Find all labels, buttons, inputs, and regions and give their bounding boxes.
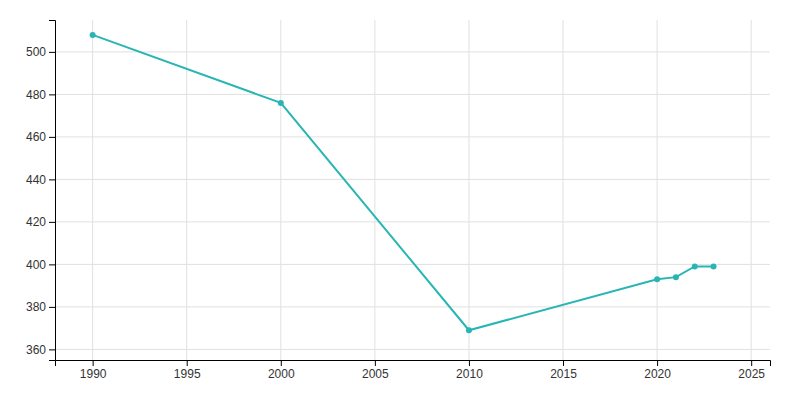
- chart-svg: 1990 1995 2000 2005 2010 2015 2020 2025 360 380 40…: [0, 0, 800, 400]
- line: [93, 35, 714, 330]
- grid-line-y: [55, 136, 770, 137]
- x-tick-mark: [469, 360, 470, 366]
- chart-container: 1990 1995 2000 2005 2010 2015 2020 2025 360 380 40…: [0, 0, 800, 400]
- grid-line-x: [280, 20, 281, 360]
- y-tick: 500: [26, 45, 55, 59]
- grid-line-x: [186, 20, 187, 360]
- x-tick-mark: [187, 360, 188, 366]
- marker: [466, 327, 472, 333]
- x-tick: 2010: [456, 360, 483, 381]
- grid-line-y: [55, 264, 770, 265]
- x-tick-label: 2020: [644, 367, 671, 381]
- x-tick-label: 2005: [362, 367, 389, 381]
- x-tick-mark: [93, 360, 94, 366]
- grid-line-y: [55, 306, 770, 307]
- grid-line-y: [55, 179, 770, 180]
- x-axis: 1990 1995 2000 2005 2010 2015 2020 2025: [56, 360, 771, 381]
- marker: [692, 264, 698, 270]
- y-axis: 360 380 400 420 440 460 480 500: [26, 21, 56, 361]
- x-tick-mark: [281, 360, 282, 366]
- y-tick-mark: [49, 264, 55, 265]
- x-tick: 2000: [268, 360, 295, 381]
- x-tick-mark: [375, 360, 376, 366]
- grid-line-y: [55, 221, 770, 222]
- y-axis-line: [49, 21, 56, 361]
- grid-line-x: [751, 20, 752, 360]
- y-tick-label: 360: [26, 343, 46, 357]
- x-tick: 2005: [362, 360, 389, 381]
- grid-line-y: [55, 349, 770, 350]
- grid: [55, 20, 770, 360]
- y-tick-label: 500: [26, 45, 46, 59]
- y-tick-label: 400: [26, 258, 46, 272]
- y-tick: 460: [26, 130, 55, 144]
- y-tick-mark: [49, 349, 55, 350]
- y-tick: 400: [26, 258, 55, 272]
- series: [90, 32, 717, 333]
- grid-line-x: [92, 20, 93, 360]
- x-tick-label: 2010: [456, 367, 483, 381]
- grid-line-y: [55, 51, 770, 52]
- x-tick: 2015: [550, 360, 577, 381]
- y-tick-label: 380: [26, 300, 46, 314]
- y-tick-label: 460: [26, 130, 46, 144]
- grid-line-x: [374, 20, 375, 360]
- x-tick: 2020: [644, 360, 671, 381]
- y-tick: 480: [26, 88, 55, 102]
- y-tick-mark: [49, 137, 55, 138]
- y-tick-mark: [49, 222, 55, 223]
- y-tick: 420: [26, 215, 55, 229]
- grid-line-x: [657, 20, 658, 360]
- y-tick-mark: [49, 94, 55, 95]
- x-tick-mark: [563, 360, 564, 366]
- y-tick: 380: [26, 300, 55, 314]
- x-axis-line: [56, 361, 771, 367]
- x-tick: 1995: [174, 360, 201, 381]
- y-tick: 360: [26, 343, 55, 357]
- x-tick-mark: [657, 360, 658, 366]
- grid-line-y: [55, 94, 770, 95]
- marker: [673, 274, 679, 280]
- marker: [711, 264, 717, 270]
- y-tick-mark: [49, 307, 55, 308]
- x-tick-mark: [751, 360, 752, 366]
- y-tick-label: 480: [26, 88, 46, 102]
- x-tick: 1990: [80, 360, 107, 381]
- x-tick-label: 2015: [550, 367, 577, 381]
- grid-line-x: [468, 20, 469, 360]
- y-tick-mark: [49, 179, 55, 180]
- grid-line-x: [563, 20, 564, 360]
- x-tick-label: 1990: [80, 367, 107, 381]
- marker: [654, 276, 660, 282]
- x-tick: 2025: [738, 360, 765, 381]
- x-tick-label: 2000: [268, 367, 295, 381]
- x-tick-label: 2025: [738, 367, 765, 381]
- plot-area: 1990 1995 2000 2005 2010 2015 2020 2025 360 380 40…: [26, 20, 771, 381]
- marker: [278, 100, 284, 106]
- x-tick-label: 1995: [174, 367, 201, 381]
- y-tick-label: 420: [26, 215, 46, 229]
- marker: [90, 32, 96, 38]
- y-tick-label: 440: [26, 173, 46, 187]
- y-tick: 440: [26, 173, 55, 187]
- y-tick-mark: [49, 52, 55, 53]
